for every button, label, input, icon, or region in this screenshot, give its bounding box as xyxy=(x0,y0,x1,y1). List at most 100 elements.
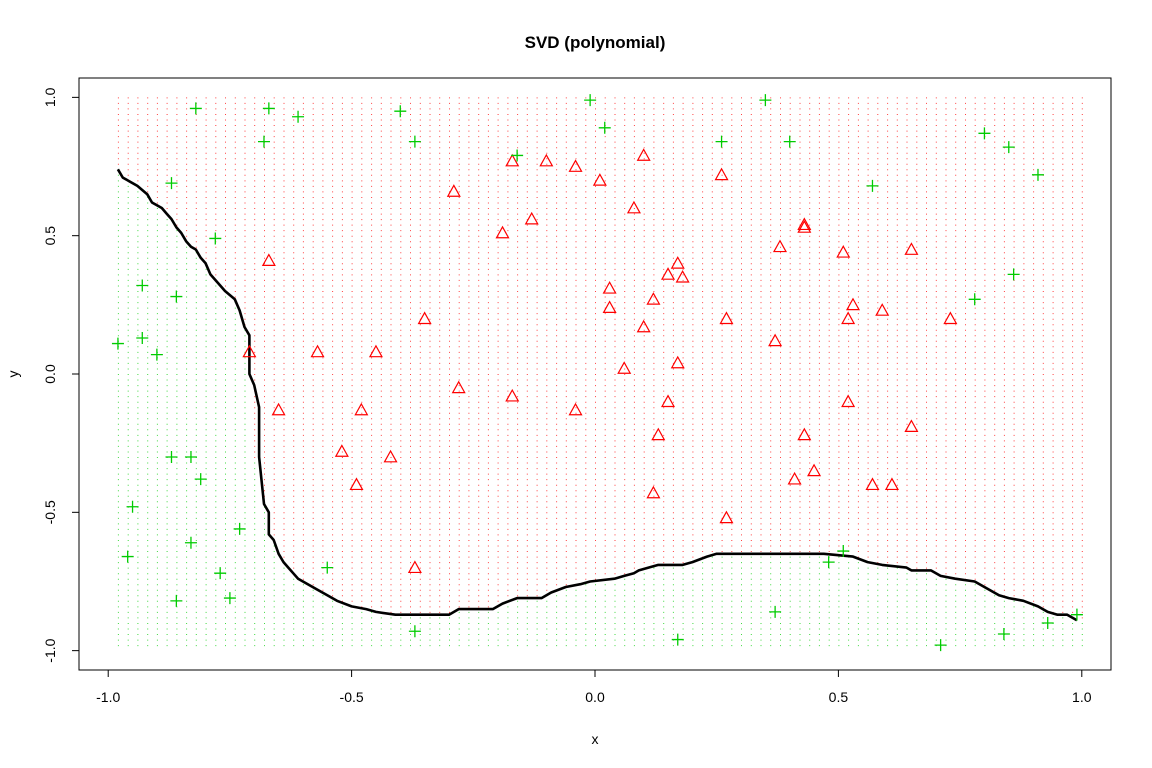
triangle-point xyxy=(636,148,651,161)
plus-point xyxy=(408,135,421,148)
plus-point xyxy=(822,556,835,569)
triangle-point xyxy=(539,153,554,167)
triangle-point xyxy=(875,303,890,316)
plus-point xyxy=(769,605,782,618)
plus-point xyxy=(262,102,275,115)
axes: -1.0 -0.5 0.0 0.5 1.0 -1.0 -0.5 0.0 0.5 1.0 xyxy=(42,87,1092,705)
triangle-point xyxy=(602,281,617,294)
triangle-point xyxy=(383,449,398,463)
plus-point xyxy=(759,94,772,107)
triangle-point xyxy=(602,300,617,314)
plus-point xyxy=(223,592,236,605)
triangle-point xyxy=(505,388,520,402)
triangle-point xyxy=(446,184,461,197)
plus-point xyxy=(837,545,850,558)
triangle-point xyxy=(719,311,734,325)
triangle-point xyxy=(841,394,856,408)
x-axis-label: x xyxy=(592,731,599,747)
triangle-point xyxy=(568,402,583,416)
plus-point xyxy=(1041,616,1054,629)
triangle-point xyxy=(651,427,666,441)
triangle-point xyxy=(505,153,520,167)
plus-point xyxy=(209,232,222,245)
plus-point xyxy=(997,628,1010,641)
triangle-point xyxy=(904,242,919,255)
plus-point xyxy=(194,473,207,486)
plus-point xyxy=(136,332,149,345)
triangle-point xyxy=(271,402,286,416)
triangle-point xyxy=(617,361,632,374)
x-tick-label: 0.5 xyxy=(829,689,849,705)
plus-point xyxy=(1070,608,1083,621)
triangle-point xyxy=(797,217,812,231)
plus-point xyxy=(184,536,197,549)
data-points xyxy=(111,94,1083,652)
triangle-point xyxy=(675,269,690,283)
triangle-point xyxy=(660,394,676,408)
x-tick-label: -1.0 xyxy=(96,689,120,705)
plus-point xyxy=(394,105,407,118)
plus-point xyxy=(1007,268,1020,281)
triangle-point xyxy=(719,510,734,524)
triangle-point xyxy=(836,245,851,258)
plus-point xyxy=(214,567,227,580)
plus-point xyxy=(170,290,183,303)
triangle-point xyxy=(417,311,432,325)
plus-point xyxy=(292,110,305,123)
plus-point xyxy=(511,149,524,162)
triangle-point xyxy=(797,427,812,441)
triangle-point xyxy=(242,344,257,358)
triangle-point xyxy=(261,253,276,266)
y-tick-label: -0.5 xyxy=(42,500,58,524)
triangle-point xyxy=(568,159,583,172)
triangle-point xyxy=(660,267,676,280)
triangle-point xyxy=(636,319,651,333)
plus-point xyxy=(934,639,947,652)
x-tick-label: -0.5 xyxy=(340,689,364,705)
plus-point xyxy=(968,293,981,306)
plus-point xyxy=(165,177,178,190)
plus-point xyxy=(978,127,991,140)
plus-point xyxy=(866,179,879,192)
plus-point xyxy=(126,500,139,513)
x-tick-label: 0.0 xyxy=(585,689,605,705)
triangle-point xyxy=(626,200,641,214)
y-tick-label: 0.0 xyxy=(42,364,58,384)
plus-point xyxy=(1031,168,1044,181)
triangle-point xyxy=(787,471,802,485)
plus-point xyxy=(1002,141,1015,154)
triangle-point xyxy=(865,477,880,491)
plus-point xyxy=(136,279,149,292)
plus-point xyxy=(165,450,178,463)
triangle-point xyxy=(354,402,369,416)
plus-point xyxy=(715,135,728,148)
plus-point xyxy=(783,135,796,148)
x-tick-label: 1.0 xyxy=(1072,689,1092,705)
plus-point xyxy=(584,94,597,107)
plus-point xyxy=(257,135,270,148)
triangle-point xyxy=(524,211,539,225)
triangle-point xyxy=(768,333,783,347)
triangle-point xyxy=(807,463,822,477)
plus-point xyxy=(150,348,163,361)
triangle-point xyxy=(904,419,919,432)
triangle-point xyxy=(368,344,383,358)
triangle-point xyxy=(797,220,812,233)
plus-point xyxy=(111,337,124,350)
triangle-point xyxy=(407,560,422,574)
plus-point xyxy=(189,102,202,115)
triangle-point xyxy=(349,477,364,491)
triangle-point xyxy=(646,485,661,499)
chart-title: SVD (polynomial) xyxy=(525,33,666,52)
y-axis-label: y xyxy=(5,371,21,378)
plus-point xyxy=(671,633,684,646)
plus-point xyxy=(321,561,334,574)
plus-point xyxy=(184,450,197,463)
triangle-point xyxy=(310,344,325,358)
triangle-point xyxy=(714,167,729,181)
triangle-point xyxy=(670,256,685,269)
y-tick-label: 1.0 xyxy=(42,87,58,107)
triangle-point xyxy=(451,380,466,394)
triangle-point xyxy=(592,173,607,186)
